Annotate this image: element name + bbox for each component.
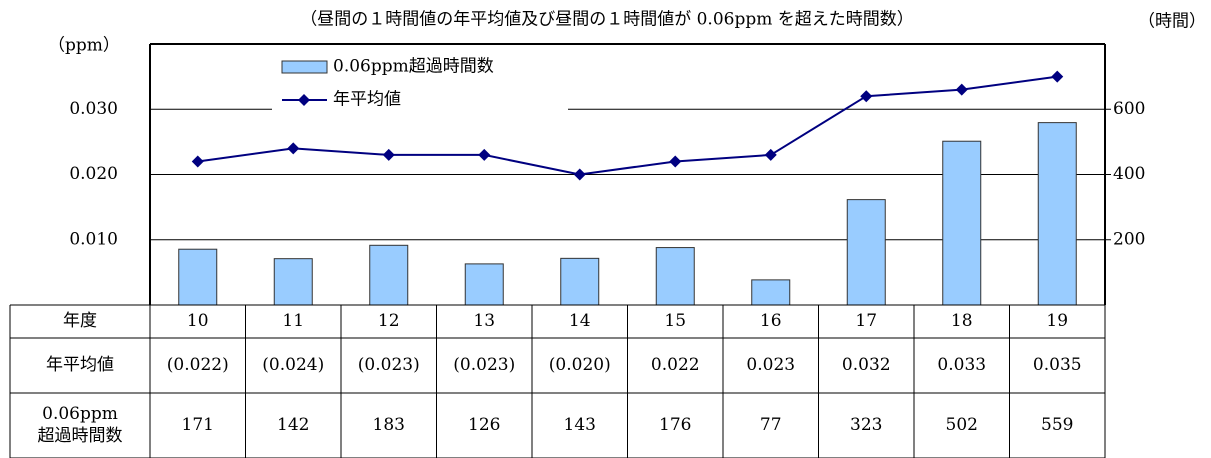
- y-tick-label: 0.030: [69, 99, 118, 119]
- bar: [273, 258, 313, 306]
- line: [197, 75, 1058, 176]
- line-marker: [860, 90, 873, 103]
- bar: [846, 199, 886, 306]
- table-category: 19: [1046, 311, 1068, 331]
- legend-label: 年平均値: [333, 90, 401, 110]
- legend-swatch-marker: [298, 94, 310, 106]
- table-category: 17: [855, 311, 877, 331]
- table-cell: (0.023): [358, 355, 420, 375]
- y-tick-label: 0.010: [69, 229, 118, 249]
- y-axis-label: （ppm）: [48, 36, 120, 56]
- table-cell: 143: [564, 415, 596, 435]
- table-category: 11: [282, 311, 304, 331]
- y2-axis-label: （時間）: [1138, 12, 1206, 32]
- y2-tick-label: 400: [1113, 164, 1145, 184]
- table-category: 12: [378, 311, 400, 331]
- table-cell: 77: [760, 415, 782, 435]
- table-category: 15: [664, 311, 686, 331]
- y2-tick-label: 200: [1113, 229, 1145, 249]
- table-cell: (0.020): [549, 355, 611, 375]
- table-header: 年度: [63, 311, 97, 331]
- legend-label: 0.06ppm超過時間数: [333, 57, 494, 77]
- table-category: 16: [760, 311, 782, 331]
- table-cell: (0.022): [167, 355, 229, 375]
- chart-title: （昼間の１時間値の年平均値及び昼間の１時間値が 0.06ppm を超えた時間数）: [300, 10, 914, 30]
- bar: [369, 244, 409, 306]
- table-cell: 183: [373, 415, 405, 435]
- line-marker: [478, 148, 491, 161]
- bar: [178, 248, 218, 306]
- bar: [1037, 122, 1077, 306]
- table-cell: (0.024): [262, 355, 324, 375]
- table-category: 18: [951, 311, 973, 331]
- table-row-label: 0.06ppm: [42, 404, 118, 424]
- line-marker: [191, 155, 204, 168]
- table-cell: 0.022: [651, 355, 700, 375]
- table-category: 10: [187, 311, 209, 331]
- bar: [560, 257, 600, 306]
- legend-swatch: [281, 60, 328, 74]
- table-row-label: 超過時間数: [38, 426, 123, 446]
- table-cell: 171: [182, 415, 214, 435]
- table-cell: 142: [277, 415, 309, 435]
- bar: [655, 247, 695, 306]
- line-marker: [669, 155, 682, 168]
- table-row-label: 年平均値: [46, 355, 114, 375]
- table-category: 13: [473, 311, 495, 331]
- table-cell: 0.032: [842, 355, 891, 375]
- table-cell: (0.023): [453, 355, 515, 375]
- line-marker: [573, 168, 586, 181]
- y-tick-label: 0.020: [69, 164, 118, 184]
- table-cell: 323: [850, 415, 882, 435]
- table-cell: 0.033: [937, 355, 986, 375]
- line-marker: [382, 148, 395, 161]
- table-cell: 0.023: [746, 355, 795, 375]
- line-marker: [955, 83, 968, 96]
- bar: [942, 140, 982, 306]
- table-cell: 126: [468, 415, 500, 435]
- table-cell: 502: [946, 415, 978, 435]
- table-category: 14: [569, 311, 591, 331]
- bar: [464, 263, 504, 306]
- table-cell: 559: [1041, 415, 1073, 435]
- line-marker: [287, 142, 300, 155]
- y2-tick-label: 600: [1113, 99, 1145, 119]
- table-cell: 0.035: [1033, 355, 1082, 375]
- line-marker: [764, 148, 777, 161]
- table-cell: 176: [659, 415, 691, 435]
- line-marker: [1051, 70, 1064, 83]
- bar: [751, 279, 791, 306]
